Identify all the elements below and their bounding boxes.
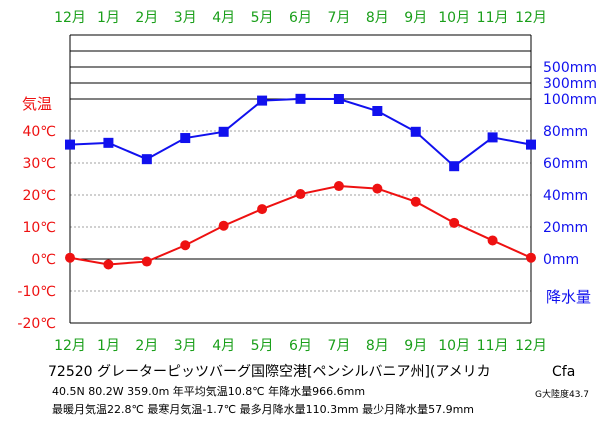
month-label-top-8: 8月 (366, 10, 389, 26)
temp-point-9 (410, 196, 421, 207)
month-label-top-10: 10月 (438, 10, 470, 26)
temp-point-8 (372, 183, 383, 194)
precip-point-12 (526, 139, 536, 150)
month-label-top-11: 11月 (477, 10, 509, 26)
precip-tick-label-3: 80mm (543, 124, 588, 140)
precip-tick-label-7: 0mm (543, 252, 579, 268)
month-label-top-4: 4月 (212, 10, 235, 26)
precip-point-9 (410, 126, 421, 137)
month-label-bottom-9: 9月 (404, 338, 427, 354)
month-label-top-2: 2月 (135, 10, 158, 26)
right-axis-title: 降水量 (546, 288, 591, 306)
temp-point-10 (449, 217, 460, 228)
temp-tick-label-3: 10℃ (22, 220, 56, 236)
precip-tick-label-5: 40mm (543, 188, 588, 204)
temp-point-7 (333, 181, 344, 192)
precip-point-1 (103, 137, 114, 148)
month-label-bottom-4: 4月 (212, 338, 235, 354)
month-label-top-12: 12月 (515, 10, 547, 26)
precip-tick-label-2: 100mm (543, 92, 597, 108)
month-label-bottom-8: 8月 (366, 338, 389, 354)
precip-tick-label-6: 20mm (543, 220, 588, 236)
precip-point-7 (333, 94, 344, 104)
month-label-bottom-2: 2月 (135, 338, 158, 354)
temp-tick-label-2: 20℃ (22, 188, 56, 204)
month-label-bottom-12: 12月 (515, 338, 547, 354)
month-label-bottom-3: 3月 (174, 338, 197, 354)
precip-point-8 (372, 106, 383, 116)
precip-point-11 (487, 132, 498, 143)
month-label-bottom-0: 12月 (54, 338, 86, 354)
month-label-top-3: 3月 (174, 10, 197, 26)
precip-point-0 (65, 139, 75, 150)
month-label-bottom-1: 1月 (97, 338, 120, 354)
left-axis-title: 気温 (22, 95, 52, 113)
temp-point-3 (180, 240, 191, 251)
precip-point-10 (449, 161, 460, 172)
month-label-top-9: 9月 (404, 10, 427, 26)
month-label-top-0: 12月 (54, 10, 86, 26)
precip-point-6 (295, 93, 306, 104)
month-label-top-1: 1月 (97, 10, 120, 26)
month-label-top-6: 6月 (289, 10, 312, 26)
temp-point-0 (65, 252, 75, 263)
temp-tick-label-4: 0℃ (31, 252, 56, 268)
month-label-bottom-5: 5月 (251, 338, 274, 354)
temp-point-5 (257, 204, 268, 215)
temp-point-11 (487, 235, 498, 246)
temp-tick-label-5: -10℃ (17, 284, 56, 300)
precip-point-3 (180, 133, 191, 144)
series-line-1 (69, 97, 532, 168)
precip-tick-label-4: 60mm (543, 156, 588, 172)
temp-tick-label-1: 30℃ (22, 156, 56, 172)
precip-point-5 (257, 95, 268, 106)
temp-tick-label-6: -20℃ (17, 316, 56, 332)
temp-tick-label-0: 40℃ (22, 124, 56, 140)
temp-point-12 (526, 252, 536, 263)
month-label-bottom-6: 6月 (289, 338, 312, 354)
temp-point-1 (103, 259, 114, 270)
precip-tick-label-0: 500mm (543, 60, 597, 76)
month-label-top-7: 7月 (327, 10, 350, 26)
temp-point-4 (218, 220, 229, 231)
precip-point-4 (218, 126, 229, 137)
temp-point-2 (141, 256, 152, 267)
precip-point-2 (141, 154, 152, 165)
month-label-bottom-10: 10月 (438, 338, 470, 354)
month-label-bottom-7: 7月 (327, 338, 350, 354)
temp-point-6 (295, 189, 306, 200)
precip-tick-label-1: 300mm (543, 76, 597, 92)
month-label-bottom-11: 11月 (477, 338, 509, 354)
month-label-top-5: 5月 (251, 10, 274, 26)
